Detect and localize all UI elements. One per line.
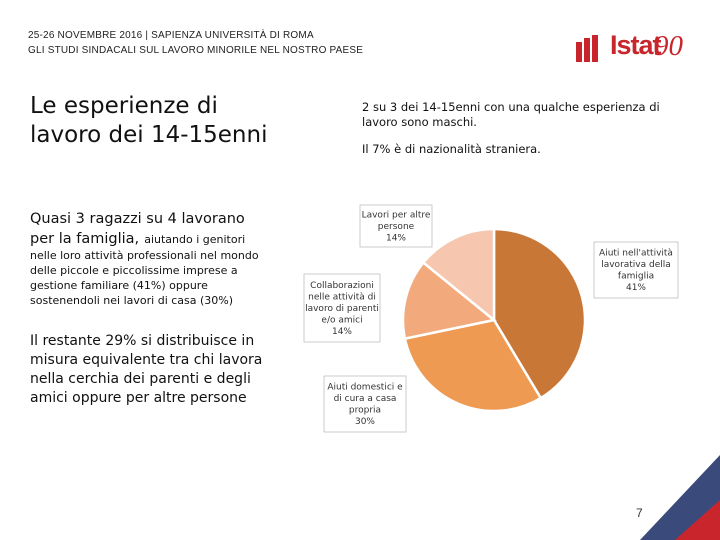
title-line-2: lavoro dei 14-15enni xyxy=(30,122,268,148)
slice-label-4-line-1: Lavori per altre xyxy=(362,210,431,220)
logo-bar-3 xyxy=(592,35,598,62)
header-line-2: GLI STUDI SINDACALI SUL LAVORO MINORILE … xyxy=(28,45,364,56)
slice-label-2-line-1: Aiuti domestici e xyxy=(327,383,403,393)
page-title: Le esperienze di lavoro dei 14-15enni xyxy=(30,92,267,150)
slice-label-2-line-3: propria xyxy=(349,406,381,416)
slice-label-1-line-1: Aiuti nell'attività xyxy=(599,249,673,259)
slice-label-2-line-2: di cura a casa xyxy=(334,394,397,404)
logo-text: Istat xyxy=(610,30,662,60)
pie-slice-2 xyxy=(403,318,543,413)
slice-label-4-line-2: persone xyxy=(378,222,415,232)
header-line-1: 25-26 NOVEMBRE 2016 | SAPIENZA UNIVERSIT… xyxy=(28,30,314,41)
slice-label-box-3 xyxy=(303,273,381,343)
title-line-1: Le esperienze di xyxy=(30,93,218,119)
info-text-2: Il 7% è di nazionalità straniera. xyxy=(362,142,541,156)
slice-label-1-line-3: famiglia xyxy=(618,272,654,282)
pie-slice-4 xyxy=(421,227,496,323)
istat-logo: Istat 90 xyxy=(574,28,692,68)
logo-bar-1 xyxy=(576,42,582,62)
slice-label-3-line-3: lavoro di parenti xyxy=(305,304,379,314)
left-paragraph-2: Il restante 29% si distribuisce in misur… xyxy=(30,333,263,406)
p1-big: Quasi 3 ragazzi su 4 lavorano per la fam… xyxy=(30,211,245,247)
slice-label-box-4 xyxy=(359,204,433,248)
left-paragraph-1: Quasi 3 ragazzi su 4 lavorano per la fam… xyxy=(30,208,270,308)
corner-shape-red xyxy=(675,500,720,540)
slice-label-3-line-4: e/o amici xyxy=(321,315,362,325)
slice-label-box-1 xyxy=(593,241,679,299)
slice-label-4-line-3: 14% xyxy=(386,233,406,243)
logo-bar-2 xyxy=(584,38,590,62)
p1-small: nelle loro attività professionali nel mo… xyxy=(30,249,259,307)
slice-label-2-line-4: 30% xyxy=(355,417,375,427)
page-number: 7 xyxy=(636,506,643,520)
info-text-1: 2 su 3 dei 14-15enni con una qualche esp… xyxy=(362,100,660,129)
slice-label-3-line-2: nelle attività di xyxy=(308,292,376,302)
p1-small-inline: aiutando i genitori xyxy=(144,233,246,246)
slice-label-1-line-4: 41% xyxy=(626,283,646,293)
slice-label-1-line-2: lavorativa della xyxy=(601,260,671,270)
pie-slice-3 xyxy=(401,260,497,341)
slice-label-box-2 xyxy=(323,375,407,433)
slice-label-3-line-1: Collaborazioni xyxy=(310,281,374,291)
slice-label-3-line-5: 14% xyxy=(332,327,352,337)
logo-number: 90 xyxy=(654,30,683,62)
